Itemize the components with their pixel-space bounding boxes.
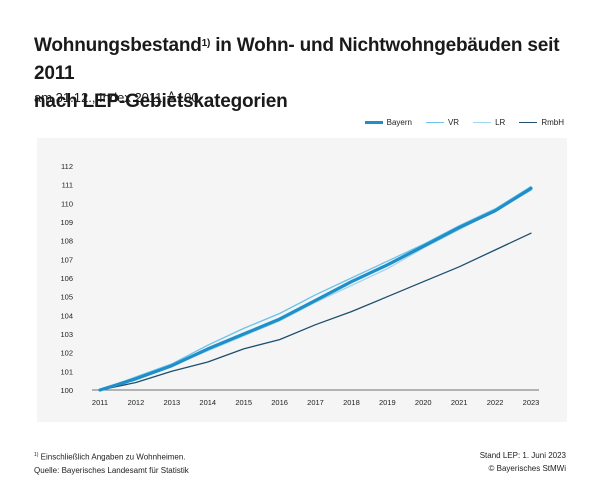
x-tick-label: 2017 (307, 398, 324, 407)
title-line-2: nach LEP-Gebietskategorien (34, 91, 288, 112)
footnote-block: 1) Einschließlich Angaben zu Wohnheimen.… (34, 449, 189, 477)
x-tick-label: 2018 (343, 398, 360, 407)
series-line-bayern (98, 186, 533, 392)
series-line-lr (99, 189, 532, 391)
title-main: Wohnungsbestand (34, 35, 202, 56)
y-tick-label: 111 (62, 181, 73, 190)
legend-swatch (364, 121, 383, 124)
y-tick-label: 109 (60, 218, 73, 227)
legend-label: LR (495, 118, 506, 127)
y-tick-label: 106 (60, 274, 73, 283)
legend-label: VR (447, 118, 460, 127)
x-tick-label: 2016 (271, 398, 288, 407)
legend-item-lr: LR (473, 118, 505, 127)
legend-swatch (519, 122, 538, 123)
x-tick-label: 2023 (523, 398, 540, 407)
y-tick-label: 108 (60, 237, 73, 246)
x-tick-label: 2013 (163, 398, 180, 407)
chart-title: Wohnungsbestand1) in Wohn- und Nichtwohn… (34, 32, 594, 116)
x-tick-label: 2021 (451, 398, 468, 407)
legend-swatch (473, 122, 492, 123)
y-tick-label: 112 (61, 162, 73, 171)
legend-item-bayern: Bayern (364, 118, 412, 127)
x-tick-label: 2011 (92, 398, 108, 407)
legend-item-rmbh: RmbH (519, 118, 564, 127)
y-tick-label: 100 (60, 386, 73, 395)
x-tick-label: 2019 (379, 398, 396, 407)
chart-subtitle: am 31.12., Index 2011 ≙100 (34, 90, 199, 105)
footer-right-block: Stand LEP: 1. Juni 2023 © Bayerisches St… (480, 449, 566, 475)
y-tick-label: 104 (60, 311, 73, 320)
legend-item-vr: VR (425, 118, 460, 127)
footnote-marker: 1) (34, 452, 39, 458)
y-tick-label: 110 (61, 199, 73, 208)
footnote: 1) Einschließlich Angaben zu Wohnheimen. (34, 449, 189, 464)
x-tick-label: 2014 (199, 398, 216, 407)
x-tick-label: 2022 (487, 398, 504, 407)
y-tick-label: 103 (60, 330, 73, 339)
y-tick-label: 105 (60, 293, 73, 302)
title-line-1: Wohnungsbestand1) in Wohn- und Nichtwohn… (34, 32, 594, 88)
stand-text: Stand LEP: 1. Juni 2023 (479, 451, 566, 460)
x-tick-label: 2020 (415, 398, 432, 407)
x-tick-label: 2015 (235, 398, 252, 407)
y-tick-label: 107 (60, 255, 73, 264)
footnote-text: Einschließlich Angaben zu Wohnheimen. (38, 452, 186, 462)
legend-label: Bayern (386, 118, 412, 127)
source-text: Quelle: Bayerisches Landesamt für Statis… (34, 465, 189, 475)
chart-legend: Bayern VR LR RmbH (364, 118, 564, 127)
y-tick-label: 102 (60, 349, 73, 358)
legend-label: RmbH (541, 118, 564, 127)
copyright-text: © Bayerisches StMWi (488, 464, 566, 473)
title-rest: in Wohn- und Nichtwohngebäuden seit 2011 (34, 35, 560, 84)
plot-area (37, 138, 567, 422)
series-line-rmbh (99, 232, 532, 391)
legend-swatch (425, 122, 444, 123)
y-tick-label: 101 (60, 367, 73, 376)
title-footnote-marker: 1) (201, 38, 211, 49)
series-line-vr (99, 185, 532, 391)
x-tick-label: 2012 (128, 398, 145, 407)
